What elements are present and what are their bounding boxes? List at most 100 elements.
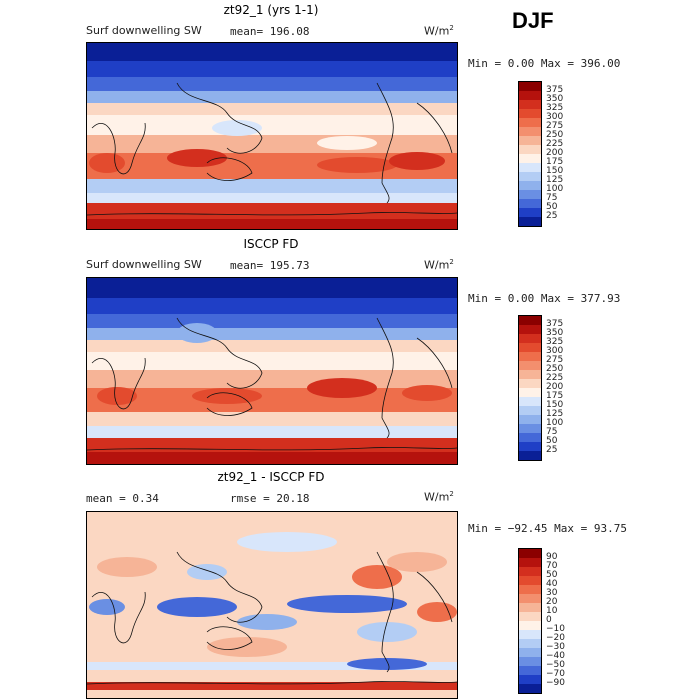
colorbar-swatch	[519, 361, 541, 370]
colorbar-swatch	[519, 567, 541, 576]
colorbar-swatch	[519, 136, 541, 145]
colorbar-swatch	[519, 549, 541, 558]
panel2-mean: mean= 195.73	[230, 259, 310, 272]
colorbar-tick: 350	[546, 94, 564, 104]
colorbar-swatch	[519, 316, 541, 325]
colorbar-swatch	[519, 208, 541, 217]
colorbar-tick: 350	[546, 328, 564, 338]
colorbar-swatch	[519, 82, 541, 91]
colorbar-tick: 275	[546, 121, 564, 131]
colorbar-swatch	[519, 118, 541, 127]
colorbar-swatch	[519, 145, 541, 154]
colorbar-swatch	[519, 217, 541, 226]
colorbar-tick: 25	[546, 445, 558, 455]
colorbar-swatch	[519, 100, 541, 109]
panel1-minmax: Min = 0.00 Max = 396.00	[468, 57, 621, 70]
colorbar-tick: −30	[546, 642, 565, 652]
panel2-map	[86, 277, 458, 465]
panel1-map-field	[87, 43, 457, 229]
colorbar-swatch	[519, 181, 541, 190]
colorbar-tick: 75	[546, 427, 558, 437]
colorbar-swatch	[519, 325, 541, 334]
colorbar-swatch	[519, 334, 541, 343]
colorbar-swatch	[519, 558, 541, 567]
colorbar-tick: 100	[546, 184, 564, 194]
colorbar-tick: 75	[546, 193, 558, 203]
colorbar-swatch	[519, 442, 541, 451]
colorbar-swatch	[519, 675, 541, 684]
colorbar-tick: 50	[546, 436, 558, 446]
panel1-field: Surf downwelling SW	[86, 24, 202, 37]
colorbar-tick: 100	[546, 418, 564, 428]
colorbar-swatch	[519, 621, 541, 630]
colorbar-swatch	[519, 163, 541, 172]
colorbar-swatch	[519, 666, 541, 675]
colorbar-swatch	[519, 91, 541, 100]
colorbar-tick: 10	[546, 606, 558, 616]
colorbar-swatch	[519, 684, 541, 693]
colorbar-tick: 90	[546, 552, 558, 562]
panel2-title: ISCCP FD	[243, 237, 299, 251]
panel1-units: W/m2	[424, 24, 454, 38]
colorbar-tick: 150	[546, 166, 564, 176]
panel3-mean: mean = 0.34	[86, 492, 159, 505]
colorbar-swatch	[519, 343, 541, 352]
colorbar-swatch	[519, 433, 541, 442]
colorbar-swatch	[519, 109, 541, 118]
colorbar-tick: −70	[546, 669, 565, 679]
colorbar-swatch	[519, 406, 541, 415]
panel3-map-field	[87, 512, 457, 698]
panel3-colorbar	[518, 548, 542, 694]
colorbar-swatch	[519, 415, 541, 424]
season-label: DJF	[512, 8, 554, 33]
colorbar-tick: −40	[546, 651, 565, 661]
colorbar-tick: 325	[546, 103, 564, 113]
colorbar-tick: 200	[546, 382, 564, 392]
colorbar-tick: 325	[546, 337, 564, 347]
colorbar-tick: −20	[546, 633, 565, 643]
colorbar-swatch	[519, 388, 541, 397]
panel3-minmax: Min = −92.45 Max = 93.75	[468, 522, 627, 535]
panel2-minmax: Min = 0.00 Max = 377.93	[468, 292, 621, 305]
colorbar-tick: 150	[546, 400, 564, 410]
colorbar-tick: 300	[546, 112, 564, 122]
colorbar-swatch	[519, 352, 541, 361]
colorbar-swatch	[519, 199, 541, 208]
colorbar-tick: 375	[546, 319, 564, 329]
panel1-colorbar	[518, 81, 542, 227]
colorbar-tick: 375	[546, 85, 564, 95]
colorbar-tick: 20	[546, 597, 558, 607]
colorbar-swatch	[519, 190, 541, 199]
colorbar-tick: 250	[546, 364, 564, 374]
colorbar-swatch	[519, 127, 541, 136]
colorbar-tick: 175	[546, 391, 564, 401]
panel3-map	[86, 511, 458, 699]
colorbar-swatch	[519, 154, 541, 163]
colorbar-swatch	[519, 576, 541, 585]
colorbar-tick: −10	[546, 624, 565, 634]
colorbar-tick: 0	[546, 615, 552, 625]
colorbar-swatch	[519, 630, 541, 639]
colorbar-tick: 250	[546, 130, 564, 140]
panel3-units: W/m2	[424, 490, 454, 504]
colorbar-swatch	[519, 424, 541, 433]
panel3-title: zt92_1 - ISCCP FD	[217, 470, 325, 484]
colorbar-tick: 300	[546, 346, 564, 356]
colorbar-tick: 25	[546, 211, 558, 221]
panel2-colorbar	[518, 315, 542, 461]
colorbar-swatch	[519, 451, 541, 460]
colorbar-tick: 70	[546, 561, 558, 571]
colorbar-swatch	[519, 603, 541, 612]
colorbar-swatch	[519, 648, 541, 657]
colorbar-tick: 225	[546, 139, 564, 149]
colorbar-swatch	[519, 639, 541, 648]
colorbar-tick: 175	[546, 157, 564, 167]
panel2-map-field	[87, 278, 457, 464]
colorbar-tick: 200	[546, 148, 564, 158]
colorbar-tick: 275	[546, 355, 564, 365]
colorbar-swatch	[519, 657, 541, 666]
colorbar-swatch	[519, 397, 541, 406]
colorbar-tick: −50	[546, 660, 565, 670]
colorbar-swatch	[519, 379, 541, 388]
colorbar-tick: −90	[546, 678, 565, 688]
